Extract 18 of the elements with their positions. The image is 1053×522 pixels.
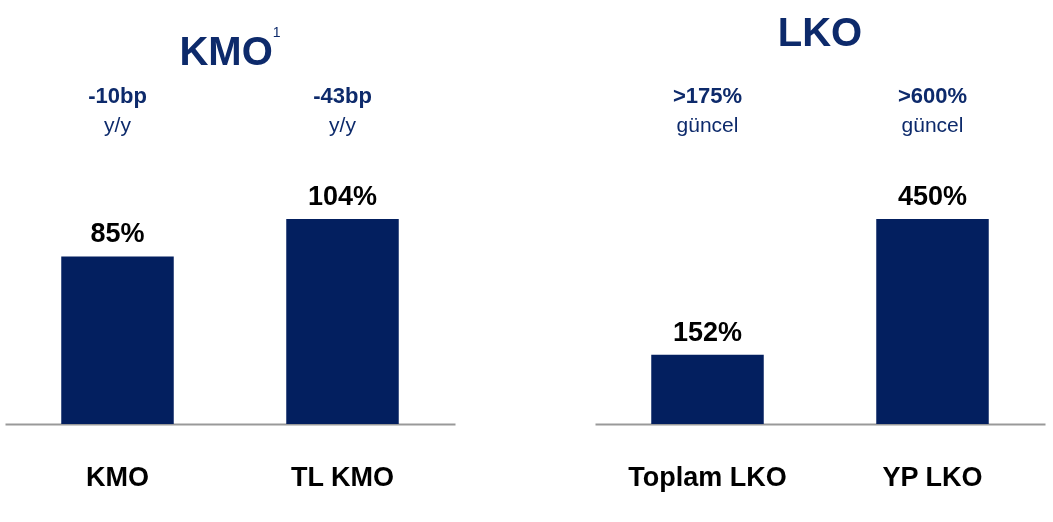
x-tick-label: YP LKO bbox=[882, 461, 983, 492]
x-tick-label: TL KMO bbox=[291, 461, 394, 492]
data-label: 85% bbox=[90, 218, 145, 249]
data-label: 450% bbox=[897, 181, 968, 211]
chart-title: LKO bbox=[776, 9, 864, 56]
text: >175% bbox=[672, 83, 743, 108]
text: y/y bbox=[329, 113, 357, 136]
text: -10bp bbox=[88, 83, 147, 108]
data-label: 152% bbox=[672, 316, 743, 347]
text: -43bp bbox=[313, 83, 372, 108]
chart-title: KMO$^{1}$ bbox=[178, 23, 282, 75]
text: >600% bbox=[897, 83, 968, 108]
text: güncel bbox=[901, 113, 964, 136]
text: y/y bbox=[104, 113, 132, 136]
x-tick-label: KMO bbox=[86, 461, 149, 492]
data-label: 104% bbox=[307, 181, 378, 211]
x-tick-label: Toplam LKO bbox=[628, 461, 787, 492]
text: güncel bbox=[676, 113, 739, 136]
